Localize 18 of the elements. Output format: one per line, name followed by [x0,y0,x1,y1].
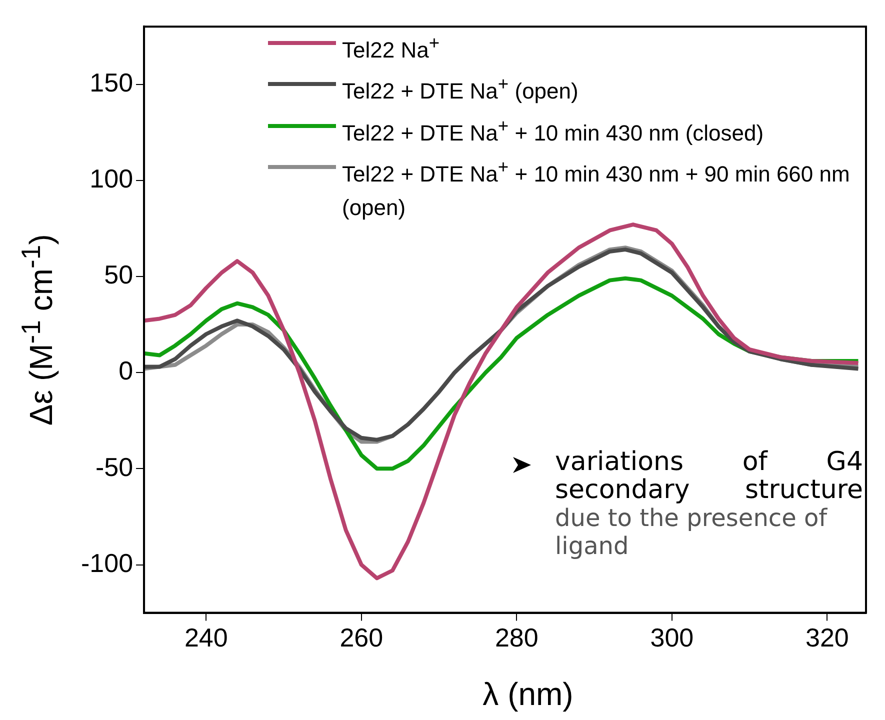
y-tick-label: 0 [118,356,134,386]
x-tick-label: 300 [650,622,694,653]
y-tick-label: 50 [104,260,134,290]
legend-label: Tel22 + DTE Na$^{+}$ + 10 min 430 nm (closed) [342,114,764,147]
x-tick-label: 240 [184,622,228,653]
y-tick-label: -50 [95,452,134,482]
text: Tel22 + DTE Na$^{+}$ + 10 min 430 nm + 90 min 660 nm (open) [342,156,850,220]
annotation: variations of G4 secondary structure [555,447,863,505]
legend-label: Tel22 + DTE Na$^{+}$ (open) [342,72,578,106]
x-tick-label: 260 [340,622,384,653]
x-tick-label: 320 [805,622,849,653]
y-tick-label: 100 [90,164,134,194]
x-tick-label: 280 [494,622,538,653]
y-tick-label: -100 [80,548,134,578]
y-tick-label: 150 [90,67,134,98]
x-axis-title: λ (nm) [482,676,574,713]
annotation: due to the presence of ligand [555,504,828,560]
legend-label: Tel22 Na$^{+}$ [342,31,440,64]
